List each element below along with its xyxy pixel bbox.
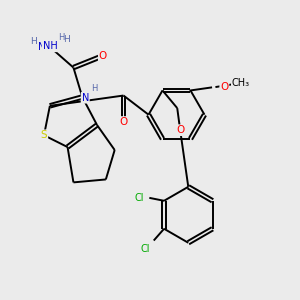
Text: H: H: [58, 33, 64, 42]
Text: H: H: [91, 84, 97, 93]
Text: H: H: [63, 35, 70, 44]
Text: CH₃: CH₃: [232, 78, 250, 88]
Text: N: N: [82, 93, 89, 103]
Text: NH: NH: [43, 41, 57, 51]
Text: S: S: [41, 130, 47, 140]
Text: Cl: Cl: [140, 244, 150, 254]
Text: Cl: Cl: [134, 193, 144, 203]
Text: O: O: [119, 117, 128, 127]
Text: O: O: [176, 125, 184, 135]
Text: O: O: [220, 82, 229, 92]
Text: H: H: [30, 37, 37, 46]
Text: O: O: [99, 51, 107, 61]
Text: NH: NH: [38, 42, 53, 52]
